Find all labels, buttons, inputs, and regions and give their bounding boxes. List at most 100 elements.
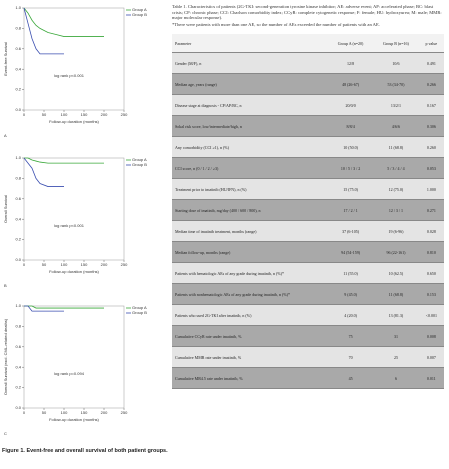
table-cell: 0.011 <box>418 367 444 389</box>
x-tick-label: 200 <box>101 262 108 267</box>
y-tick-label: 1.0 <box>15 155 21 160</box>
table-cell: 0.007 <box>418 346 444 368</box>
y-tick-label: 0.0 <box>15 257 21 262</box>
header-cell: Group A (n=20) <box>328 34 374 53</box>
table-row: Treatment prior to imatinib (HU/IFN), n … <box>172 178 444 200</box>
table-cell: 10 (50.0) <box>328 136 374 158</box>
legend-label: Group A <box>132 7 147 12</box>
x-tick-label: 150 <box>81 410 88 415</box>
table-row: Sokal risk score, low/intermediate/high,… <box>172 115 444 137</box>
chart: 0.0 0.2 0.4 0.6 0.8 1.0 0 50 100 150 200 250 Follow-… <box>3 155 147 288</box>
table-caption-block: Table 1. Characteristics of patients (2G… <box>172 4 444 27</box>
plot-area <box>23 157 125 261</box>
table-cell: 37 (6-105) <box>328 220 374 242</box>
table-cell: Patients with hematologic AEs of any gra… <box>172 262 328 284</box>
table-cell: 0.306 <box>418 115 444 137</box>
survival-line <box>24 305 64 312</box>
y-tick-label: 0.8 <box>15 323 21 328</box>
legend-label: Group B <box>132 310 147 315</box>
table-cell: 1.000 <box>418 178 444 200</box>
table-cell: 0.008 <box>418 325 444 347</box>
table-cell: 12 / 3 / 1 <box>373 199 419 221</box>
x-axis-label: Follow-up duration (months) <box>49 119 99 124</box>
table-row: Cumulative MR4.5 rate under imatinib, % 4… <box>172 367 444 389</box>
survival-line <box>24 157 104 164</box>
table-caption: Table 1. Characteristics of patients (2G… <box>172 4 442 21</box>
table-cell: 0.153 <box>418 283 444 305</box>
table-cell: Any comorbidity (CCI ≥1), n (%) <box>172 136 328 158</box>
table-cell: 8/8/4 <box>328 115 374 137</box>
y-tick-label: 0.4 <box>15 364 21 369</box>
table-cell: 31 <box>373 325 419 347</box>
table-row: Any comorbidity (CCI ≥1), n (%) 10 (50.0)… <box>172 136 444 158</box>
header-cell: p value <box>418 34 444 53</box>
table: Parameter Group A (n=20) Group B (n=16) p v… <box>172 34 444 389</box>
survival-line <box>23 157 64 187</box>
table-cell: Cumulative MMR rate under imatinib, % <box>172 346 328 368</box>
table-cell: 12 (75.0) <box>373 178 419 200</box>
table-cell: 94 (54-159) <box>328 241 374 263</box>
table-cell: 6 <box>373 367 419 389</box>
table-row: Patients with hematologic AEs of any gra… <box>172 262 444 284</box>
x-tick-label: 100 <box>61 262 68 267</box>
annotation: log rank p=0.094 <box>54 371 85 376</box>
chart: 0.0 0.2 0.4 0.6 0.8 1.0 0 50 100 150 200 250 Follow-… <box>3 303 147 436</box>
table-cell: 10 / 5 / 3 / 2 <box>328 157 374 179</box>
y-tick-label: 0.0 <box>15 107 21 112</box>
header-row: Parameter Group A (n=20) Group B (n=16) p v… <box>172 34 444 53</box>
table-cell: 15 (75.0) <box>328 178 374 200</box>
x-tick-label: 150 <box>81 262 88 267</box>
table-cell: Patients who used 2G-TKI after imatinib,… <box>172 304 328 326</box>
x-tick-label: 50 <box>42 112 47 117</box>
table-cell: 20/0/0 <box>328 94 374 116</box>
table-cell: Gender (M/F), n <box>172 52 328 74</box>
x-tick-label: 50 <box>42 410 47 415</box>
legend-label: Group A <box>132 157 147 162</box>
table-cell: 11 (68.8) <box>373 283 419 305</box>
y-tick-label: 0.0 <box>15 405 21 410</box>
table-cell: Median time of imatinib treatment, month… <box>172 220 328 242</box>
table-cell: 10/6 <box>373 52 419 74</box>
table-row: Disease stage at diagnosis - CP/AP/BC, n… <box>172 94 444 116</box>
panel-label: C <box>4 431 7 436</box>
table-note: *There were patients with more than one … <box>172 21 380 27</box>
table-cell: 17 / 2 / 1 <box>328 199 374 221</box>
table-cell: 0.167 <box>418 94 444 116</box>
table-row: Median age, years (range) 48 (26-67) 53 (3… <box>172 73 444 95</box>
table-cell: 0.053 <box>418 157 444 179</box>
x-tick-label: 250 <box>121 112 128 117</box>
table-cell: 11 (55.0) <box>328 262 374 284</box>
y-tick-label: 1.0 <box>15 303 21 308</box>
table-row: Median time of imatinib treatment, month… <box>172 220 444 242</box>
y-tick-label: 0.8 <box>15 25 21 30</box>
table-cell: 0.491 <box>418 52 444 74</box>
x-axis-label: Follow-up duration (months) <box>49 269 99 274</box>
y-tick-label: 0.6 <box>15 344 21 349</box>
table-row: Patients with nonhematologic AEs of any … <box>172 283 444 305</box>
x-tick-label: 250 <box>121 262 128 267</box>
table-cell: Starting dose of imatinib, mg/day (400 /… <box>172 199 328 221</box>
legend-label: Group A <box>132 305 147 310</box>
table-cell: <0.001 <box>418 304 444 326</box>
chart: 0.0 0.2 0.4 0.6 0.8 1.0 0 50 100 150 200 250 Follow-… <box>3 5 147 138</box>
y-tick-label: 0.2 <box>15 237 21 242</box>
survival-line <box>24 305 104 309</box>
table-cell: 4/6/6 <box>373 115 419 137</box>
table-row: Cumulative CCyR rate under imatinib, % 75… <box>172 325 444 347</box>
table-row: Starting dose of imatinib, mg/day (400 /… <box>172 199 444 221</box>
x-tick-label: 250 <box>121 410 128 415</box>
y-axis-label: Overall Survival <box>3 195 8 223</box>
x-tick-label: 150 <box>81 112 88 117</box>
annotation: log rank p<0.001 <box>54 73 85 78</box>
y-tick-label: 0.2 <box>15 385 21 390</box>
x-tick-label: 100 <box>61 112 68 117</box>
table-cell: Treatment prior to imatinib (HU/IFN), n … <box>172 178 328 200</box>
y-tick-label: 1.0 <box>15 5 21 10</box>
y-tick-label: 0.4 <box>15 216 21 221</box>
y-axis-label: Overall Survival (excl. CML-related deat… <box>3 318 8 395</box>
table-cell: 19 (6-96) <box>373 220 419 242</box>
table-cell: 4 (20.0) <box>328 304 374 326</box>
table-cell: CCI score, n (0 / 1 / 2 / ≥3) <box>172 157 328 179</box>
table-row: CCI score, n (0 / 1 / 2 / ≥3) 10 / 5 / 3 … <box>172 157 444 179</box>
